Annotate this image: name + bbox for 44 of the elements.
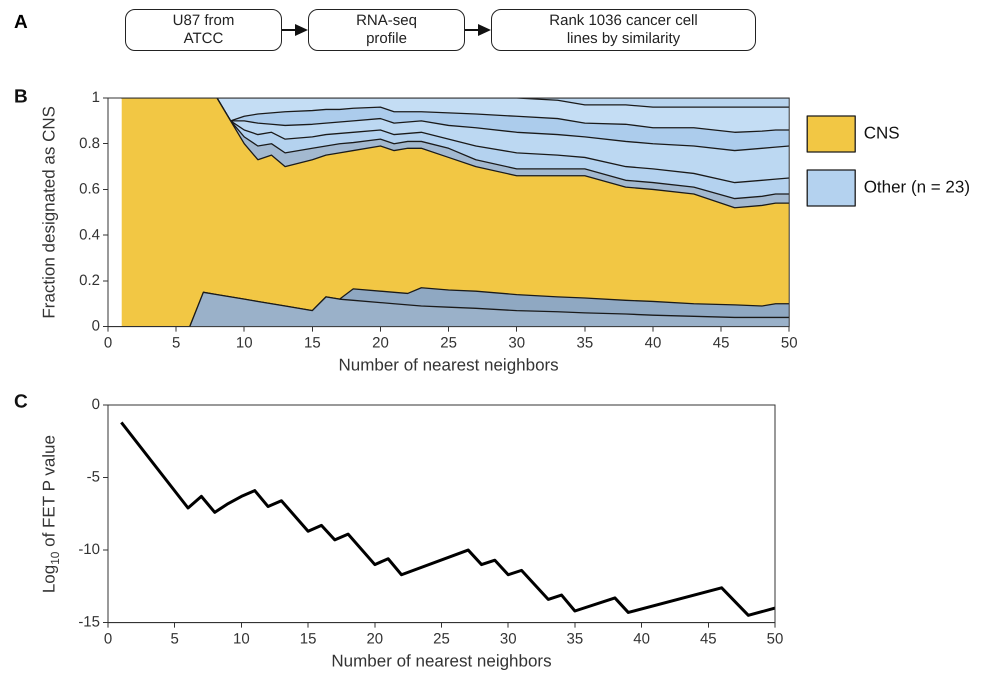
x-tick-label: 45 <box>700 630 717 648</box>
y-axis-title: Log10 of FET P value <box>40 435 62 594</box>
y-tick-label: -15 <box>78 614 100 631</box>
text: U87 from ATCC <box>172 12 236 48</box>
x-tick-label: 35 <box>566 630 584 648</box>
x-tick-label: 0 <box>104 334 112 352</box>
x-tick-label: 35 <box>576 334 594 352</box>
y-tick-label: 0.6 <box>79 180 100 198</box>
x-tick-label: 15 <box>304 334 321 352</box>
y-tick-label: 0 <box>92 396 100 414</box>
x-tick-label: 50 <box>780 334 798 352</box>
x-tick-label: 25 <box>440 334 457 352</box>
y-tick-label: 0 <box>92 318 100 335</box>
x-tick-label: 25 <box>433 630 450 648</box>
x-tick-label: 15 <box>300 630 316 648</box>
x-tick-label: 0 <box>104 630 112 648</box>
x-axis-title: Number of nearest neighbors <box>331 651 552 670</box>
x-tick-label: 5 <box>170 630 179 648</box>
text: C <box>14 392 28 413</box>
x-tick-label: 50 <box>766 630 784 648</box>
x-tick-label: 30 <box>500 630 517 648</box>
y-tick-label: 0.8 <box>79 134 100 152</box>
x-tick-label: 10 <box>233 630 250 648</box>
legend-label: Other (n = 23) <box>864 178 970 197</box>
text: B <box>14 86 28 108</box>
text: A <box>14 12 28 34</box>
text: RNA-seq profile <box>355 12 418 48</box>
x-tick-label: 40 <box>644 334 662 352</box>
y-tick-label: -5 <box>86 468 100 486</box>
x-tick-label: 20 <box>372 334 389 352</box>
y-tick-label: 1 <box>92 89 100 106</box>
x-tick-label: 40 <box>633 630 650 648</box>
x-tick-label: 5 <box>172 334 180 352</box>
x-tick-label: 45 <box>712 334 730 352</box>
y-axis-title: Fraction designated as CNS <box>40 106 59 319</box>
x-tick-label: 10 <box>236 334 253 352</box>
x-tick-label: 30 <box>508 334 526 352</box>
legend-label: CNS <box>864 124 900 143</box>
y-tick-label: -10 <box>78 541 100 558</box>
y-tick-label: 0.2 <box>79 272 100 290</box>
x-axis-title: Number of nearest neighbors <box>338 355 559 374</box>
text: Rank 1036 cancer cell lines by similarity <box>548 12 699 48</box>
y-tick-label: 0.4 <box>79 226 100 244</box>
x-tick-label: 20 <box>366 630 384 648</box>
